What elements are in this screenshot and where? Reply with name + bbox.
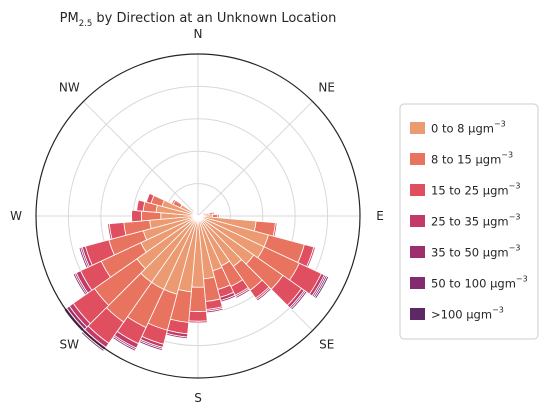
angular-gridline-ne xyxy=(197,101,313,217)
legend-label-4: 35 to 50 µgm−3 xyxy=(431,244,520,260)
wedge-dir-180-bin-2 xyxy=(188,310,208,322)
legend-label-text-2: 15 to 25 µgm xyxy=(431,184,509,198)
legend-swatch-4 xyxy=(410,246,425,258)
chart-title-prefix: PM xyxy=(60,11,79,26)
legend-label-2: 15 to 25 µgm−3 xyxy=(431,182,520,198)
legend-swatch-5 xyxy=(410,277,425,289)
wedge-dir-150-bin-4 xyxy=(235,288,251,299)
legend-label-sup-1: −3 xyxy=(501,151,513,160)
direction-label-sw: SW xyxy=(60,338,80,352)
direction-label-s: S xyxy=(194,391,202,405)
direction-label-ne: NE xyxy=(318,80,335,94)
legend-label-1: 8 to 15 µgm−3 xyxy=(431,151,513,167)
legend-swatch-6 xyxy=(410,308,425,320)
legend-swatch-0 xyxy=(410,122,425,134)
legend-label-5: 50 to 100 µgm−3 xyxy=(431,275,528,291)
angular-gridline-nw xyxy=(83,101,199,217)
wedge-dir-240-bin-5 xyxy=(72,272,88,296)
wedge-dir-90-bin-2 xyxy=(216,213,220,219)
legend: 0 to 8 µgm−38 to 15 µgm−315 to 25 µgm−32… xyxy=(399,103,539,340)
rose-wedges xyxy=(63,192,330,352)
legend-label-sup-5: −3 xyxy=(516,275,528,284)
legend-label-text-1: 8 to 15 µgm xyxy=(431,153,501,167)
direction-label-nw: NW xyxy=(59,80,80,94)
legend-swatch-1 xyxy=(410,153,425,165)
legend-label-text-5: 50 to 100 µgm xyxy=(431,277,516,291)
wedge-dir-180-bin-1 xyxy=(189,286,207,312)
wedge-dir-300-bin-2 xyxy=(171,198,176,205)
wedge-dir-120-bin-6 xyxy=(314,275,330,300)
wedge-dir-140-bin-4 xyxy=(255,287,272,302)
wedge-dir-270-bin-2 xyxy=(131,209,142,223)
chart-title-suffix: by Direction at an Unknown Location xyxy=(92,11,336,26)
direction-label-n: N xyxy=(194,27,203,41)
legend-label-text-0: 0 to 8 µgm xyxy=(431,122,494,136)
legend-label-text-6: >100 µgm xyxy=(431,308,492,322)
wedge-dir-260-bin-3 xyxy=(107,223,113,240)
legend-label-6: >100 µgm−3 xyxy=(431,306,504,322)
legend-label-text-4: 35 to 50 µgm xyxy=(431,246,509,260)
legend-label-sup-3: −3 xyxy=(509,213,521,222)
legend-label-sup-0: −3 xyxy=(494,120,506,129)
legend-label-3: 25 to 35 µgm−3 xyxy=(431,213,520,229)
direction-label-se: SE xyxy=(319,338,334,352)
legend-label-sup-4: −3 xyxy=(509,244,521,253)
legend-label-sup-2: −3 xyxy=(509,182,521,191)
chart-title-subscript: 2.5 xyxy=(79,19,93,29)
legend-label-0: 0 to 8 µgm−3 xyxy=(431,120,506,136)
direction-label-w: W xyxy=(10,209,22,223)
legend-frame xyxy=(399,103,539,340)
wedge-dir-310-bin-1 xyxy=(192,210,196,214)
legend-label-sup-6: −3 xyxy=(492,306,504,315)
wedge-dir-280-bin-2 xyxy=(136,199,146,212)
legend-swatch-2 xyxy=(410,184,425,196)
wedge-dir-220-bin-6 xyxy=(80,331,105,352)
wedge-dir-130-bin-5 xyxy=(290,290,308,311)
wedge-dir-290-bin-2 xyxy=(145,192,155,204)
polar-frame xyxy=(35,53,361,379)
chart-title: PM2.5 by Direction at an Unknown Locatio… xyxy=(60,11,337,29)
direction-label-e: E xyxy=(376,209,384,223)
legend-swatch-3 xyxy=(410,215,425,227)
wedge-dir-180-bin-3 xyxy=(188,320,208,324)
direction-labels: N NE E SE S SW W NW xyxy=(10,27,384,405)
wedge-dir-250-bin-5 xyxy=(78,246,89,269)
polar-outer-frame xyxy=(35,53,361,379)
legend-label-text-3: 25 to 35 µgm xyxy=(431,215,509,229)
